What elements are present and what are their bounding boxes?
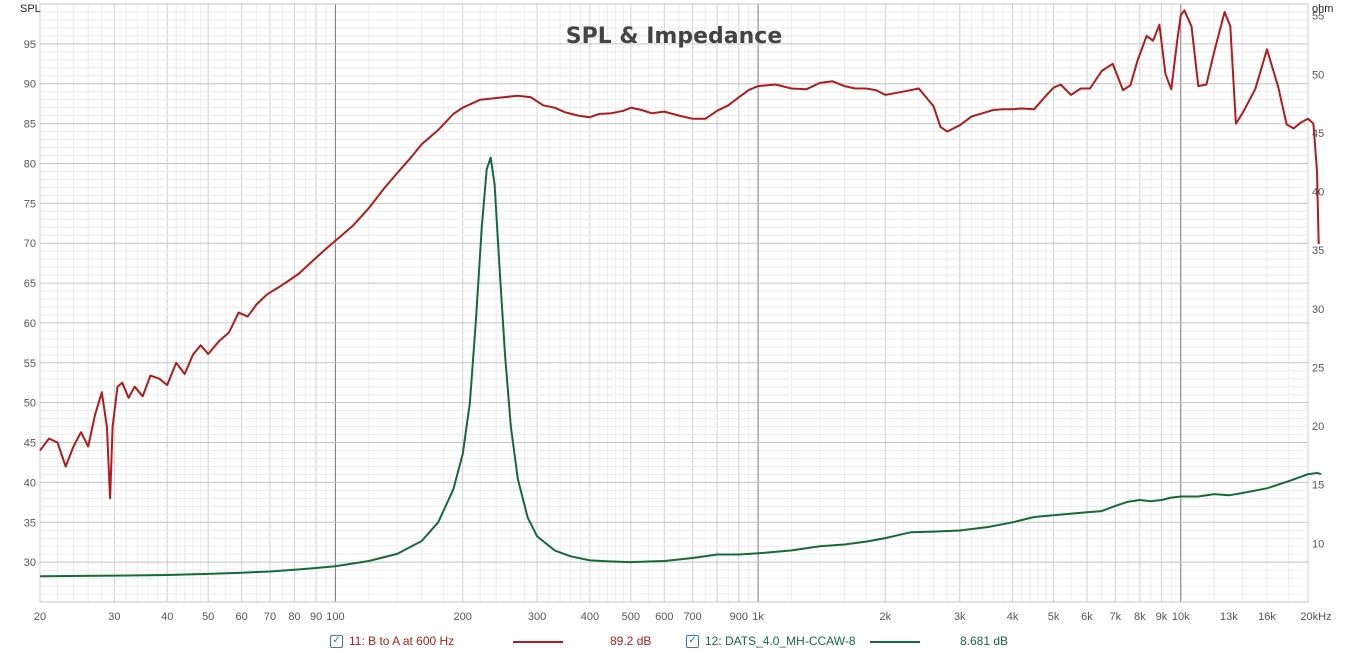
x-tick-label: 80	[288, 611, 300, 623]
y-left-tick-label: 65	[24, 278, 36, 290]
y-axis-left-label: SPL	[20, 3, 41, 15]
x-tick-label: 700	[683, 611, 701, 623]
x-tick-label: 1k	[752, 611, 764, 623]
y-right-tick-label: 20	[1312, 421, 1324, 433]
legend-swatch-spl	[513, 641, 563, 643]
y-left-tick-label: 70	[24, 238, 36, 250]
y-left-tick-label: 50	[24, 398, 36, 410]
x-tick-label: 6k	[1081, 611, 1093, 623]
x-tick-label: 100	[326, 611, 344, 623]
legend-label-impedance: 12: DATS_4.0_MH-CCAW-8	[705, 634, 856, 648]
y-right-tick-label: 45	[1312, 128, 1324, 140]
y-right-tick-label: 15	[1312, 480, 1324, 492]
x-tick-label: 60	[236, 611, 248, 623]
legend-label-spl: 11: B to A at 600 Hz	[349, 634, 455, 648]
x-tick-label: 8k	[1134, 611, 1146, 623]
plot-area	[39, 3, 1309, 603]
y-left-tick-label: 40	[24, 477, 36, 489]
y-right-tick-label: 10	[1312, 538, 1324, 550]
x-tick-label: 9k	[1156, 611, 1168, 623]
x-tick-label: 900	[730, 611, 748, 623]
y-axis-left-ticks: 30 35 40 45 50 55 60 65 70 75 80 85 90 95	[24, 39, 36, 569]
grid-minor	[39, 4, 1309, 602]
legend-item-spl[interactable]: ✓ 11: B to A at 600 Hz	[330, 632, 454, 650]
x-tick-label: 400	[581, 611, 599, 623]
x-tick-label: 500	[622, 611, 640, 623]
checkbox-spl[interactable]: ✓	[330, 634, 343, 648]
y-right-tick-label: 55	[1312, 11, 1324, 23]
x-tick-label: 30	[108, 611, 120, 623]
y-left-tick-label: 30	[24, 557, 36, 569]
x-tick-label: 10k	[1172, 611, 1190, 623]
x-tick-label: 600	[655, 611, 673, 623]
y-left-tick-label: 80	[24, 158, 36, 170]
x-tick-label: 300	[528, 611, 546, 623]
x-tick-label: 2k	[880, 611, 892, 623]
x-tick-label: 40	[161, 611, 173, 623]
series-layer	[39, 9, 1322, 578]
y-left-tick-label: 90	[24, 79, 36, 91]
x-tick-label: 200	[453, 611, 471, 623]
legend: ✓ 11: B to A at 600 Hz 89.2 dB ✓ 12: DAT…	[0, 632, 1361, 652]
y-right-tick-label: 30	[1312, 304, 1324, 316]
x-axis-ticks: 20 30 40 50 60 70 80 90 100 200 300 400 500 600 700 900…	[34, 611, 1332, 623]
y-left-tick-label: 60	[24, 318, 36, 330]
x-tick-label: 70	[264, 611, 276, 623]
y-left-tick-label: 85	[24, 119, 36, 131]
y-axis-right-ticks: 10 15 20 25 30 35 40 45 50 55	[1312, 11, 1324, 551]
x-tick-label: 13k	[1220, 611, 1238, 623]
x-tick-label: 50	[202, 611, 214, 623]
x-tick-label: 4k	[1007, 611, 1019, 623]
y-left-tick-label: 35	[24, 517, 36, 529]
y-right-tick-label: 40	[1312, 187, 1324, 199]
chart-title: SPL & Impedance	[566, 24, 783, 49]
y-left-tick-label: 95	[24, 39, 36, 51]
x-tick-label: 16k	[1258, 611, 1276, 623]
legend-swatch-impedance	[870, 641, 920, 643]
y-right-tick-label: 25	[1312, 362, 1324, 374]
impedance-curve	[39, 156, 1322, 578]
checkbox-impedance[interactable]: ✓	[686, 634, 699, 648]
spl-curve	[39, 9, 1320, 500]
y-left-tick-label: 55	[24, 358, 36, 370]
legend-value-spl: 89.2 dB	[610, 634, 652, 648]
y-axis-right-label: ohm	[1312, 3, 1333, 15]
x-tick-label: 20	[34, 611, 46, 623]
x-tick-label: 90	[310, 611, 322, 623]
x-tick-label: 3k	[954, 611, 966, 623]
y-right-tick-label: 50	[1312, 69, 1324, 81]
x-tick-label: 20kHz	[1300, 611, 1331, 623]
grid-major	[40, 3, 1308, 603]
x-tick-label: 7k	[1109, 611, 1121, 623]
y-left-tick-label: 45	[24, 438, 36, 450]
y-right-tick-label: 35	[1312, 245, 1324, 257]
x-tick-label: 5k	[1048, 611, 1060, 623]
legend-item-impedance[interactable]: ✓ 12: DATS_4.0_MH-CCAW-8	[686, 632, 856, 650]
y-left-tick-label: 75	[24, 198, 36, 210]
legend-value-impedance: 8.681 dB	[960, 634, 1009, 648]
